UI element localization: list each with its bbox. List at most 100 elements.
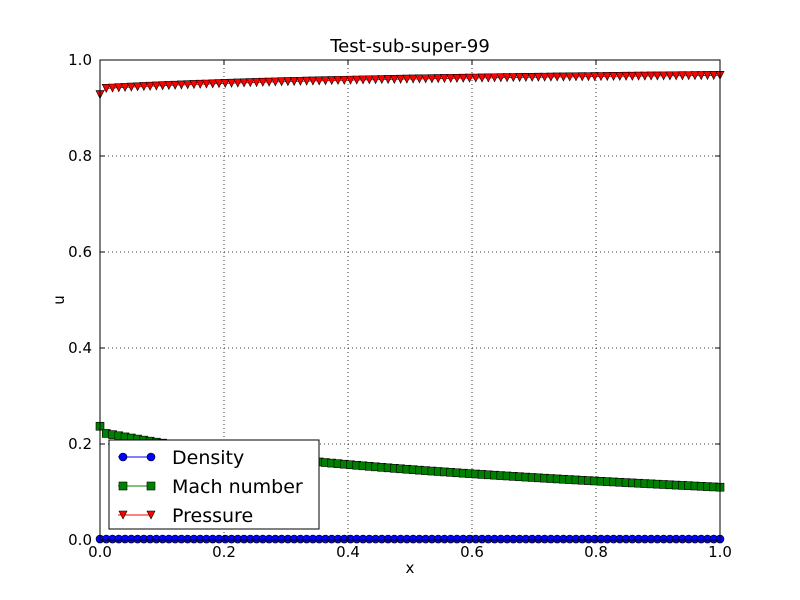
- data-point: [527, 72, 537, 82]
- data-point: [139, 82, 149, 92]
- data-point: [114, 83, 124, 93]
- data-point: [571, 72, 581, 82]
- data-point: [565, 72, 575, 82]
- data-point: [189, 80, 199, 90]
- data-point: [314, 76, 324, 86]
- data-point: [396, 74, 406, 84]
- legend-label: Pressure: [172, 505, 253, 527]
- data-point: [627, 71, 637, 81]
- series-pressure: [95, 71, 725, 100]
- data-point: [126, 82, 136, 92]
- data-point: [508, 73, 518, 83]
- data-point: [176, 80, 186, 90]
- x-tick-label: 0.2: [212, 543, 236, 561]
- y-tick-label: 0.6: [68, 243, 92, 261]
- data-point: [496, 73, 506, 83]
- data-point: [389, 74, 399, 84]
- data-point: [433, 74, 443, 84]
- data-point: [552, 72, 562, 82]
- data-point: [602, 72, 612, 82]
- data-point: [640, 71, 650, 81]
- data-point: [245, 78, 255, 88]
- data-point: [308, 76, 318, 86]
- x-tick-label: 0.6: [460, 543, 484, 561]
- data-point: [690, 71, 700, 81]
- data-point: [590, 72, 600, 82]
- data-point: [477, 73, 487, 83]
- data-point: [621, 71, 631, 81]
- data-point: [371, 75, 381, 85]
- data-point: [596, 72, 606, 82]
- x-tick-label: 1.0: [708, 543, 732, 561]
- legend-marker: [146, 510, 156, 520]
- legend-marker: [118, 510, 128, 520]
- data-point: [408, 74, 418, 84]
- x-tick-label: 0.8: [584, 543, 608, 561]
- data-point: [646, 71, 656, 81]
- data-point: [227, 78, 237, 88]
- legend-label: Mach number: [172, 476, 303, 498]
- data-point: [346, 75, 355, 85]
- data-point: [652, 71, 662, 81]
- data-point: [709, 71, 719, 81]
- data-point: [702, 71, 712, 81]
- y-tick-label: 0.4: [68, 339, 92, 357]
- data-point: [502, 73, 512, 83]
- data-point: [634, 71, 644, 81]
- data-point: [158, 81, 168, 91]
- data-point: [546, 72, 556, 82]
- legend-item: Pressure: [118, 505, 253, 527]
- data-point: [120, 83, 130, 93]
- legend-box: [108, 439, 320, 530]
- data-point: [483, 73, 493, 83]
- y-tick-label: 0.8: [68, 147, 92, 165]
- data-point: [145, 81, 155, 91]
- data-point: [577, 72, 587, 82]
- data-point: [283, 77, 293, 87]
- data-point: [533, 72, 543, 82]
- data-point: [665, 71, 675, 81]
- data-point: [320, 76, 330, 86]
- data-point: [364, 75, 374, 85]
- data-point: [151, 81, 161, 91]
- series-line: [99, 74, 721, 95]
- data-point: [615, 71, 625, 81]
- y-tick-label: 0.2: [68, 435, 92, 453]
- data-point: [170, 80, 180, 90]
- data-point: [684, 71, 694, 81]
- data-point: [327, 76, 337, 86]
- data-point: [515, 73, 525, 83]
- data-point: [490, 73, 500, 83]
- data-point: [101, 84, 111, 93]
- y-tick-label: 0.0: [68, 531, 92, 549]
- data-point: [239, 78, 249, 88]
- data-point: [358, 75, 368, 85]
- data-point: [558, 72, 568, 82]
- data-point: [521, 73, 531, 83]
- data-point: [421, 74, 431, 84]
- x-tick-label: 0.4: [336, 543, 360, 561]
- data-point: [277, 77, 287, 87]
- plot-frame: [99, 59, 721, 541]
- data-point: [258, 77, 268, 87]
- y-tick-label: 1.0: [68, 51, 92, 69]
- data-point: [471, 73, 481, 83]
- legend-item: Density: [118, 447, 244, 469]
- data-point: [183, 80, 193, 90]
- data-point: [201, 79, 211, 89]
- data-point: [252, 78, 262, 88]
- data-point: [583, 72, 593, 82]
- data-point: [270, 77, 280, 87]
- data-point: [133, 82, 143, 92]
- data-point: [659, 71, 669, 81]
- legend-marker: [118, 452, 128, 462]
- data-point: [264, 77, 274, 87]
- legend-item: Mach number: [118, 476, 303, 498]
- data-point: [302, 76, 312, 86]
- data-point: [427, 74, 437, 84]
- legend-marker: [146, 452, 156, 462]
- data-point: [540, 72, 550, 82]
- data-point: [195, 79, 205, 89]
- data-point: [671, 71, 681, 81]
